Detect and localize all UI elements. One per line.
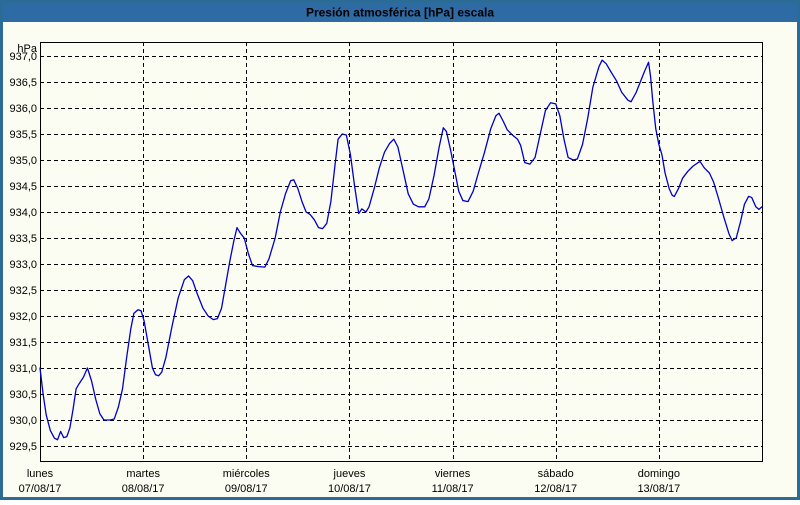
x-date-label: 08/08/17	[122, 483, 165, 495]
y-tick-label: 936,5	[9, 77, 37, 89]
y-tick-label: 932,0	[9, 311, 37, 323]
y-tick-label: 937,0	[9, 51, 37, 63]
y-tick-label: 930,5	[9, 389, 37, 401]
y-axis-unit-label: hPa	[17, 43, 37, 55]
x-date-label: 11/08/17	[432, 483, 474, 495]
y-tick-label: 929,5	[9, 441, 37, 453]
y-tick-label: 933,5	[9, 233, 37, 245]
x-date-label: 07/08/17	[19, 483, 62, 495]
y-tick-label: 936,0	[9, 103, 37, 115]
y-tick-label: 934,5	[9, 181, 37, 193]
plot-border	[40, 42, 763, 462]
y-tick-label: 935,0	[9, 155, 37, 167]
x-date-label: 09/08/17	[225, 483, 268, 495]
chart-title: Presión atmosférica [hPa] escala	[306, 6, 494, 20]
y-tick-label: 933,0	[9, 259, 37, 271]
y-tick-label: 930,0	[9, 415, 37, 427]
x-day-label: viernes	[435, 468, 471, 480]
title-bar	[3, 3, 797, 22]
x-day-label: jueves	[333, 468, 366, 480]
x-date-label: 12/08/17	[534, 483, 577, 495]
x-day-label: lunes	[27, 468, 54, 480]
pressure-line	[39, 59, 763, 441]
x-day-label: sábado	[538, 468, 574, 480]
plot-area: 937,0 936,5 936,0 935,5 935,0 934,5 934,0 933,5…	[9, 42, 763, 495]
x-day-label: miércoles	[223, 468, 271, 480]
x-date-label: 13/08/17	[637, 483, 680, 495]
y-tick-label: 931,5	[9, 337, 37, 349]
x-day-label: domingo	[638, 468, 680, 480]
y-tick-label: 931,0	[9, 363, 37, 375]
x-day-label: martes	[126, 468, 160, 480]
y-tick-label: 935,5	[9, 129, 37, 141]
y-tick-label: 932,5	[9, 285, 37, 297]
x-date-label: 10/08/17	[328, 483, 371, 495]
y-tick-label: 934,0	[9, 207, 37, 219]
